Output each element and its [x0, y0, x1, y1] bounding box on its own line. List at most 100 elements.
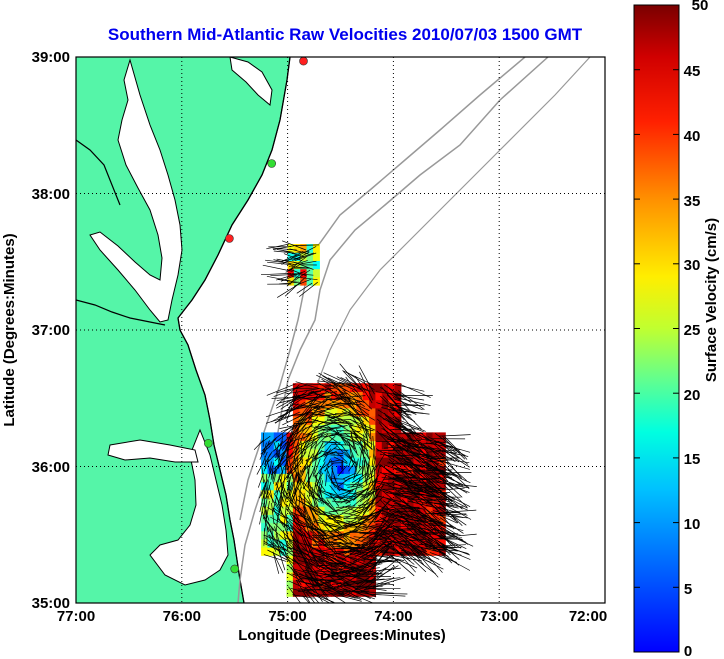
colorbar-label: Surface Velocity (cm/s) [703, 218, 720, 382]
velocity-vector [275, 434, 286, 443]
velocity-cell [311, 571, 319, 581]
velocity-vector [393, 419, 424, 433]
velocity-cell [388, 440, 395, 450]
velocity-cell [388, 530, 395, 540]
x-axis: 77:00 76:00 75:00 74:00 73:00 72:00 Long… [57, 608, 607, 644]
velocity-vector [311, 486, 316, 509]
velocity-vector [389, 525, 420, 528]
velocity-vector [341, 411, 365, 422]
velocity-vector [409, 463, 435, 488]
velocity-vector [345, 371, 375, 390]
velocity-cell [356, 416, 364, 425]
velocity-cell [388, 489, 395, 499]
velocity-vector [443, 445, 469, 465]
velocity-vector [327, 387, 349, 406]
velocity-vector [355, 458, 359, 473]
velocity-cell [388, 514, 395, 524]
velocity-vector [286, 514, 288, 536]
velocity-cell [293, 268, 301, 278]
pamlico-sound [149, 428, 229, 586]
velocity-vector [357, 531, 380, 554]
velocity-vector [382, 529, 413, 541]
velocity-cell [311, 473, 319, 483]
velocity-vector [422, 491, 452, 502]
velocity-vector [307, 391, 338, 397]
velocity-cell [432, 489, 440, 499]
velocity-vector [432, 451, 455, 476]
velocity-vector [266, 275, 291, 282]
velocity-vector [354, 526, 377, 542]
velocity-vector [388, 458, 413, 484]
velocity-vector [313, 453, 326, 462]
velocity-cell [356, 538, 364, 548]
velocity-cell [318, 588, 326, 597]
velocity-vector [361, 491, 375, 511]
velocity-cell [337, 416, 345, 425]
velocity-vector [272, 551, 280, 574]
velocity-cell [318, 571, 326, 581]
velocity-vector [346, 439, 359, 456]
velocity-vector [439, 517, 464, 534]
velocity-cell [362, 530, 370, 540]
velocity-cell [400, 538, 408, 548]
chesapeake-bay [89, 58, 183, 323]
velocity-vector [347, 404, 370, 423]
velocity-cell [261, 547, 268, 556]
velocity-vector [330, 443, 350, 446]
velocity-cell [324, 473, 332, 483]
velocity-vector [389, 545, 415, 565]
velocity-vector [313, 409, 334, 418]
velocity-vector [398, 547, 427, 560]
velocity-vector [294, 252, 317, 262]
velocity-cell [375, 432, 383, 442]
velocity-vector [328, 530, 348, 545]
velocity-cell [407, 506, 415, 515]
velocity-cell [350, 424, 357, 433]
velocity-vector [260, 273, 292, 276]
velocity-vector [425, 442, 457, 449]
velocity-vector [351, 524, 378, 533]
velocity-vector [434, 433, 461, 453]
velocity-vector [422, 496, 452, 506]
velocity-vector [300, 260, 317, 265]
velocity-vector [420, 455, 450, 464]
velocity-vector [298, 487, 301, 511]
velocity-cell [318, 522, 326, 532]
velocity-cell [432, 432, 440, 442]
velocity-vector [275, 443, 279, 459]
velocity-vector [326, 491, 342, 500]
velocity-vector [343, 510, 363, 520]
velocity-vector [268, 534, 282, 549]
velocity-vector [442, 436, 466, 460]
velocity-vector [382, 395, 405, 421]
y-tick-label: 36:00 [32, 459, 70, 476]
velocity-cell [286, 497, 294, 507]
velocity-cell [394, 481, 402, 491]
velocity-vector [438, 434, 471, 437]
velocity-vector [267, 507, 287, 519]
velocity-vector [333, 383, 352, 404]
velocity-cell [337, 473, 345, 483]
velocity-vector [299, 440, 317, 454]
velocity-cell [381, 456, 389, 466]
velocity-vector [342, 389, 365, 407]
velocity-cell [299, 407, 307, 417]
velocity-cell [413, 538, 421, 548]
velocity-cell [375, 514, 383, 524]
velocity-vector [348, 541, 373, 553]
velocity-cell [343, 432, 351, 442]
velocity-cell [419, 489, 427, 499]
bathymetry-contour-3 [304, 57, 591, 431]
velocity-vector [407, 490, 435, 508]
velocity-vector [341, 488, 354, 492]
velocity-vector [326, 524, 353, 533]
velocity-cell [343, 416, 351, 425]
velocity-vector [290, 567, 302, 586]
velocity-vector [321, 529, 336, 550]
velocity-vector [286, 536, 301, 558]
velocity-vector [318, 419, 339, 429]
velocity-vector [336, 376, 364, 392]
velocity-cell [267, 497, 275, 507]
velocity-vector [328, 582, 362, 589]
velocity-vector [344, 588, 376, 600]
